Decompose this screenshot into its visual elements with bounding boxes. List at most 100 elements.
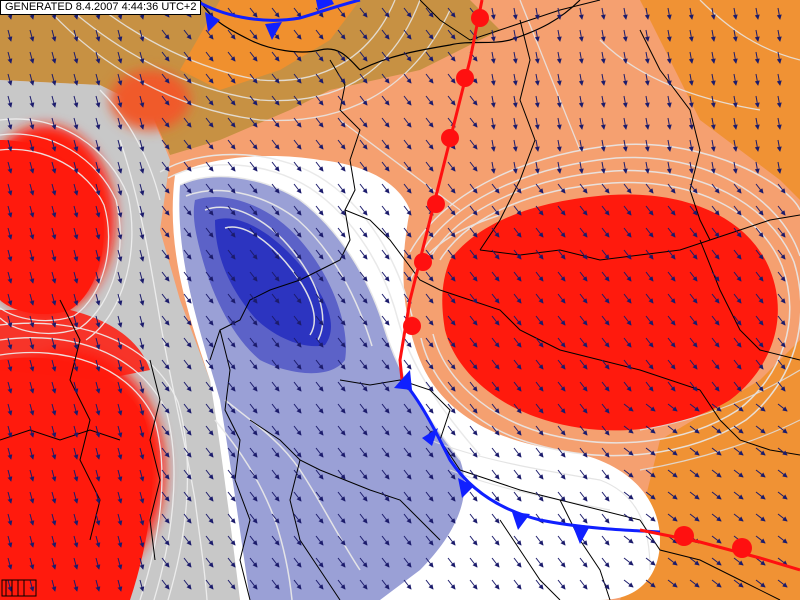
wind-arrow [139,403,145,416]
wind-arrow [73,557,79,570]
wind-arrow [688,7,694,20]
wind-arrow [139,491,145,504]
wind-arrow [95,557,101,570]
wind-arrow [183,359,192,370]
wind-arrow [117,183,123,196]
wind-arrow [139,249,145,262]
wind-arrow [689,469,700,478]
wind-arrow [7,293,13,306]
wind-arrow [293,205,302,216]
wind-arrow [601,381,610,392]
wind-arrow [95,447,101,460]
wind-arrow [29,315,35,328]
wind-arrow [622,117,628,130]
wind-arrow [667,469,678,478]
wind-arrow [315,425,324,436]
wind-arrow [139,513,145,526]
wind-arrow [293,183,302,194]
wind-arrow [381,359,390,370]
wind-arrow [425,381,434,392]
wind-arrow [491,337,500,348]
wind-arrow [293,293,302,304]
wind-arrow [447,315,456,326]
wind-arrow [29,535,35,548]
wind-arrow [644,161,650,174]
wind-arrow [117,469,123,482]
wind-arrow [359,7,368,18]
wind-arrow [95,293,101,306]
wind-arrow [512,51,518,64]
wind-arrow [315,337,324,348]
wind-arrow [667,293,676,304]
wind-arrow [513,293,522,304]
wind-arrow [227,557,236,568]
wind-arrow [667,249,676,260]
wind-arrow [359,315,368,326]
wind-arrow [29,161,35,174]
wind-arrow [249,447,258,458]
wind-arrow [161,425,170,436]
wind-arrow [337,337,346,348]
wind-arrow [183,51,192,62]
wind-arrow [491,205,500,216]
wind-arrow [293,403,302,414]
wind-arrow [51,579,57,592]
wind-arrow [754,51,760,64]
wind-arrow [755,359,764,370]
wind-arrow [667,557,678,566]
wind-arrow [315,205,324,216]
wind-arrow [7,95,13,108]
wind-arrow [711,425,722,434]
wind-arrow [732,161,738,174]
wind-arrow [205,249,214,260]
wind-arrow [7,447,13,460]
wind-arrow [315,469,324,480]
wind-arrow [7,425,13,438]
wind-arrow [381,249,390,260]
wind-arrow [139,205,145,218]
wind-arrow [645,557,656,566]
wind-arrow [271,117,280,128]
wind-arrow [711,271,720,282]
wind-arrow [73,227,79,240]
wind-arrow [556,117,562,130]
wind-arrow [403,117,412,128]
wind-arrow [534,139,540,152]
wind-arrow [733,469,744,478]
wind-arrow [315,271,324,282]
wind-arrow [337,315,346,326]
wind-arrow [315,403,324,414]
wind-arrow [447,535,456,546]
wind-arrow [556,139,562,152]
wind-arrow [469,271,478,282]
wind-arrow [381,161,390,172]
wind-arrow [381,557,390,568]
wind-arrow [535,403,544,414]
wind-arrow [359,51,368,62]
wind-arrow [183,139,192,150]
wind-arrow [205,73,214,84]
wind-arrow [513,425,522,436]
wind-arrow [29,139,35,152]
wind-arrow [491,183,500,194]
wind-arrow [601,359,610,370]
wind-arrow [161,249,170,260]
wind-arrow [645,315,654,326]
wind-arrow [512,73,518,86]
wind-arrow [403,227,412,238]
wind-arrow [315,557,324,568]
wind-arrow [337,425,346,436]
wind-arrow [666,161,672,174]
wind-arrow [512,139,518,152]
wind-arrow [666,139,672,152]
wind-arrow [403,73,412,84]
wind-arrow [183,183,192,194]
wind-arrow [161,227,170,238]
wind-arrow [512,117,518,130]
wind-arrow [359,183,368,194]
wind-arrow [95,425,101,438]
wind-arrow [623,425,634,434]
wind-arrow [249,491,258,502]
wind-arrow [512,7,518,20]
wind-arrow [777,205,786,216]
